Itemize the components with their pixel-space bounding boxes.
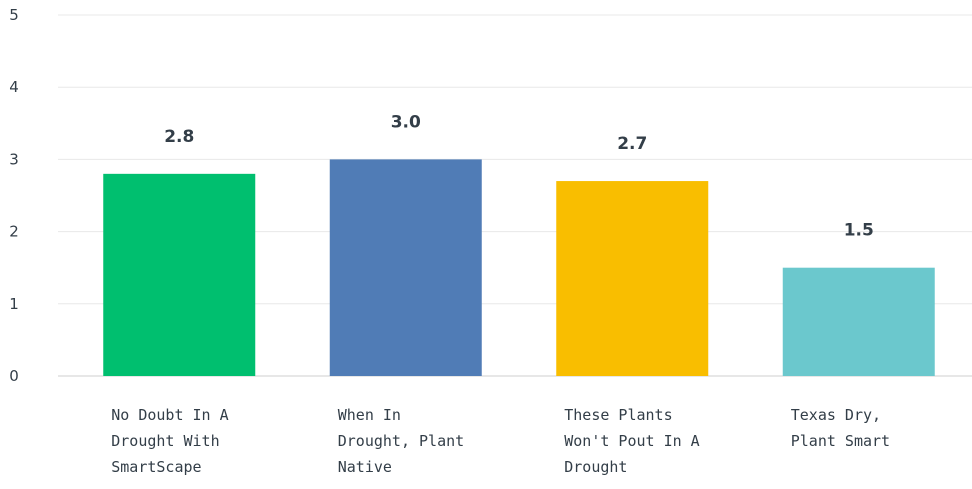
value-label: 2.8 [164,127,194,147]
y-tick-label: 4 [9,78,19,96]
y-axis-ticks: 0 1 2 3 4 5 [9,6,19,385]
y-tick-label: 3 [9,150,19,168]
category-label-line: Drought, Plant [338,432,464,450]
bar [782,267,935,376]
category-label: No Doubt In A Drought With SmartScape [111,406,228,476]
y-tick-label: 2 [9,223,19,241]
category-label-line: These Plants [564,406,672,424]
value-labels: 2.8 3.0 2.7 1.5 [164,112,874,240]
category-label-line: Drought [564,458,627,476]
value-label: 2.7 [617,134,647,154]
category-label-line: SmartScape [111,458,201,476]
y-tick-label: 1 [9,295,19,313]
category-label-line: When In [338,406,401,424]
category-label: When In Drought, Plant Native [338,406,464,476]
category-label-line: Won't Pout In A [564,432,699,450]
category-label: Texas Dry, Plant Smart [791,406,890,450]
bar [329,159,482,376]
x-axis-labels: No Doubt In A Drought With SmartScape When … [111,406,890,476]
value-label: 1.5 [844,221,874,241]
category-label-line: Native [338,458,392,476]
y-tick-label: 0 [9,367,19,385]
category-label-line: No Doubt In A [111,406,228,424]
category-label-line: Drought With [111,432,219,450]
bars [103,159,935,376]
category-label: These Plants Won't Pout In A Drought [564,406,699,476]
category-label-line: Texas Dry, [791,406,881,424]
bar [103,173,256,376]
bar [556,181,709,376]
y-tick-label: 5 [9,6,19,24]
value-label: 3.0 [391,112,421,132]
category-label-line: Plant Smart [791,432,890,450]
